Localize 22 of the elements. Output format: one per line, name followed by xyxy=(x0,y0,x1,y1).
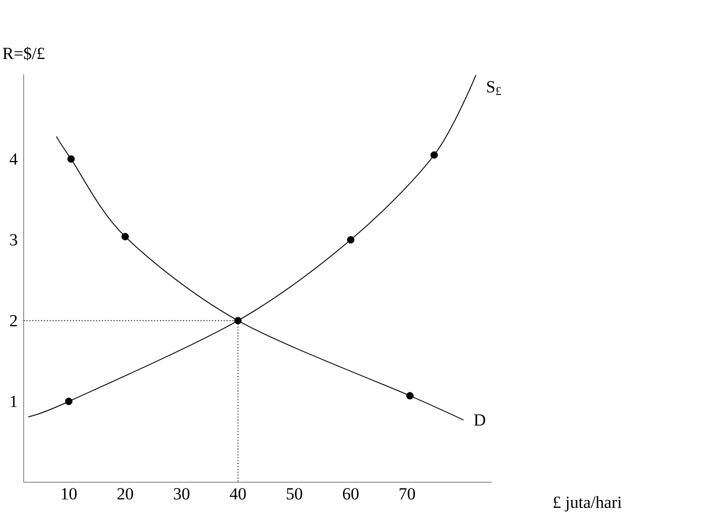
y-tick-label: 1 xyxy=(10,396,17,408)
x-tick-label: 30 xyxy=(174,488,190,500)
point xyxy=(347,236,354,244)
point xyxy=(121,232,129,240)
point xyxy=(67,155,75,163)
x-tick-label: 40 xyxy=(230,488,246,500)
x-tick-label: 50 xyxy=(286,488,302,500)
y-tick-label: 3 xyxy=(10,234,18,246)
point xyxy=(406,392,414,400)
x-tick-label: 60 xyxy=(342,488,359,500)
series-label: D xyxy=(474,414,486,426)
series-label: S$_{£}$ xyxy=(487,81,502,95)
point xyxy=(234,316,242,324)
point xyxy=(430,151,438,159)
x-tick-label: 10 xyxy=(62,488,77,500)
y-axis-title: R=$/£ xyxy=(2,46,44,60)
x-tick-label: 20 xyxy=(117,488,134,500)
y-tick-label: 2 xyxy=(10,314,17,326)
x-axis-title: £ juta/hari xyxy=(554,496,622,512)
y-tick-label: 4 xyxy=(10,153,18,165)
point xyxy=(65,398,72,406)
x-tick-label: 70 xyxy=(400,488,415,500)
